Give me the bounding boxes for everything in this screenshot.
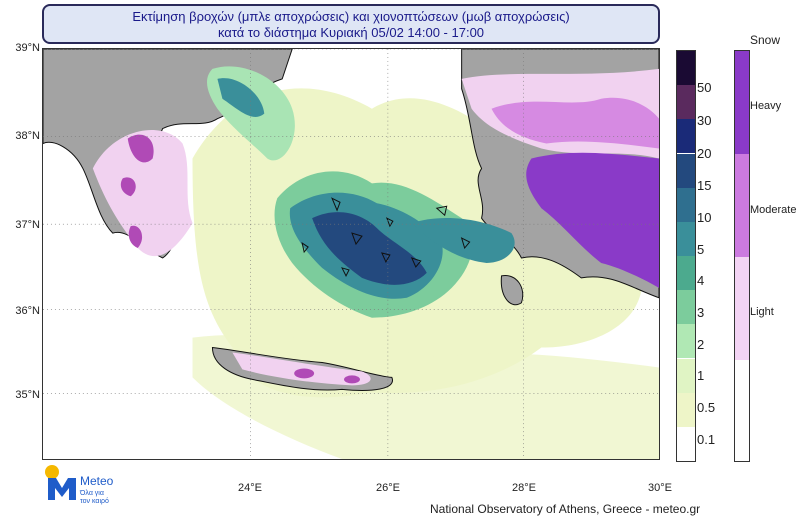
rain-color-8: [677, 324, 695, 359]
rain-label-50: 50: [697, 80, 712, 95]
title-line-1: Εκτίμηση βροχών (μπλε αποχρώσεις) και χι…: [132, 9, 570, 24]
rain-label-5: 5: [697, 242, 705, 257]
rain-label-20: 20: [697, 146, 712, 161]
credit-text: National Observatory of Athens, Greece -…: [430, 502, 701, 516]
rain-label-4: 4: [697, 273, 705, 288]
snow-label-heavy: Heavy: [750, 100, 782, 112]
rain-label-2: 2: [697, 337, 705, 352]
rain-color-3: [677, 153, 695, 188]
rain-label-0-5: 0.5: [697, 400, 716, 415]
rain-color-7: [677, 290, 695, 325]
lon-label-24: 24°E: [238, 482, 262, 494]
rain-color-10: [677, 392, 695, 427]
precipitation-map: [42, 48, 660, 460]
logo-tagline-2: τον καιρό: [80, 498, 109, 505]
rain-color-5: [677, 221, 695, 256]
lon-label-30: 30°E: [648, 482, 672, 494]
rain-color-11: [677, 426, 695, 461]
meteo-logo-mark: [45, 465, 76, 500]
lat-label-37: 37°N: [15, 219, 40, 231]
snow-color-heavy: [735, 51, 749, 154]
rain-color-9: [677, 358, 695, 393]
rain-color-4: [677, 187, 695, 222]
rain-color-6: [677, 256, 695, 291]
lon-label-28: 28°E: [512, 482, 536, 494]
rain-color-1: [677, 85, 695, 120]
snow-color-light: [735, 257, 749, 360]
rain-label-3: 3: [697, 305, 705, 320]
snow-label-light: Light: [750, 306, 774, 318]
snow-scale-title: Snow: [750, 33, 781, 47]
rain-colorbar: [676, 50, 696, 462]
rain-label-30: 30: [697, 113, 712, 128]
rain-label-15: 15: [697, 178, 712, 193]
snow-label-moderate: Moderate: [750, 204, 797, 216]
rain-color-2: [677, 119, 695, 154]
lat-label-38: 38°N: [15, 130, 40, 142]
map-title: Εκτίμηση βροχών (μπλε αποχρώσεις) και χι…: [42, 4, 660, 44]
lat-label-35: 35°N: [15, 389, 40, 401]
rain-label-10: 10: [697, 210, 712, 225]
rain-color-0: [677, 51, 695, 86]
lat-label-39: 39°N: [15, 42, 40, 54]
snow-color-moderate: [735, 154, 749, 257]
logo-tagline-1: Όλα για: [80, 490, 104, 497]
meteo-logo: Meteo Όλα για τον καιρό: [44, 464, 114, 518]
logo-name: Meteo: [80, 474, 114, 488]
lon-label-26: 26°E: [376, 482, 400, 494]
lat-label-36: 36°N: [15, 305, 40, 317]
snow-colorbar: [734, 50, 750, 462]
rain-label-1: 1: [697, 368, 705, 383]
rain-label-0-1: 0.1: [697, 432, 716, 447]
title-line-2: κατά το διάστημα Κυριακή 05/02 14:00 - 1…: [217, 25, 485, 40]
